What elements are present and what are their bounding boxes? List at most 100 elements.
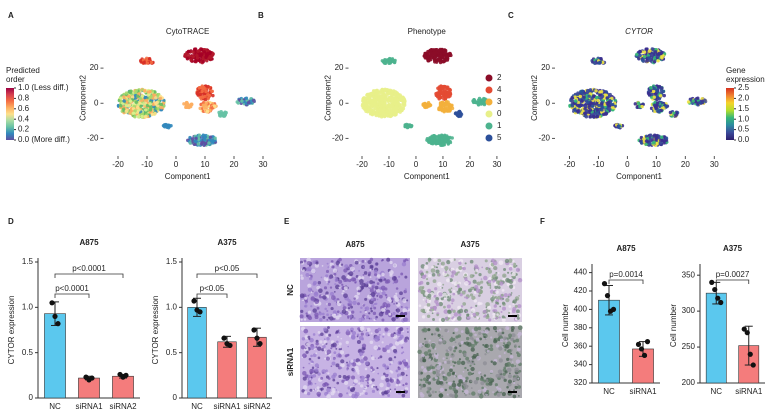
cell-texture — [464, 273, 467, 277]
cell-texture — [489, 370, 494, 374]
cell-texture — [508, 305, 512, 308]
cell-texture — [513, 262, 517, 266]
cell-texture — [338, 342, 342, 346]
legend-swatch — [485, 74, 493, 82]
x-tick-label: 0 — [414, 160, 419, 169]
cell-texture — [396, 378, 399, 382]
cell-texture — [338, 348, 341, 351]
cell-dot — [144, 98, 149, 103]
cell-texture — [489, 344, 493, 348]
cell-texture — [458, 349, 462, 354]
cell-texture — [517, 385, 522, 389]
cell-dot — [246, 101, 251, 105]
cell-texture — [367, 334, 370, 337]
cell-dot — [428, 139, 433, 144]
cell-dot — [595, 108, 599, 112]
cell-dot — [435, 141, 439, 146]
cell-texture — [517, 304, 522, 309]
cell-texture — [347, 316, 350, 319]
cell-dot — [143, 108, 148, 112]
cell-texture — [360, 384, 364, 388]
cell-texture — [439, 387, 445, 393]
cell-texture — [358, 382, 361, 385]
cell-texture — [441, 335, 444, 338]
significance-label: p<0.0001 — [55, 284, 89, 293]
cell-texture — [371, 389, 376, 393]
cell-dot — [364, 103, 368, 107]
data-point — [52, 313, 58, 319]
cell-texture — [431, 265, 435, 269]
cell-dot — [655, 135, 659, 139]
cell-texture — [501, 318, 506, 323]
cell-texture — [488, 318, 492, 322]
cell-texture — [465, 296, 469, 300]
cell-dot — [390, 57, 395, 61]
cell-texture — [334, 283, 337, 286]
cell-texture — [307, 380, 312, 385]
cell-texture — [466, 313, 470, 317]
cell-texture — [396, 339, 400, 342]
cell-dot — [433, 60, 437, 64]
cell-texture — [323, 340, 327, 344]
cell-dot — [580, 99, 584, 103]
cell-texture — [386, 296, 392, 302]
cell-texture — [444, 316, 448, 320]
cell-texture — [476, 316, 480, 320]
cell-dot — [599, 102, 604, 106]
cell-dot — [204, 101, 208, 105]
cell-texture — [387, 367, 389, 370]
cell-texture — [444, 265, 449, 271]
cell-dot — [235, 100, 239, 104]
cell-texture — [303, 318, 307, 321]
cell-texture — [492, 265, 498, 271]
cell-texture — [375, 278, 378, 281]
cell-dot — [383, 101, 387, 106]
cell-texture — [317, 346, 322, 351]
cell-dot — [592, 94, 596, 98]
cell-texture — [462, 302, 467, 306]
cell-texture — [430, 342, 436, 348]
cell-texture — [360, 332, 364, 336]
cell-dot — [447, 53, 452, 58]
cell-texture — [310, 345, 315, 350]
cell-texture — [507, 379, 513, 384]
cell-texture — [518, 294, 520, 297]
cell-texture — [302, 366, 305, 369]
cell-texture — [452, 380, 456, 383]
cell-texture — [375, 262, 379, 266]
cell-texture — [359, 325, 365, 331]
cell-texture — [326, 387, 331, 393]
cell-texture — [402, 361, 405, 364]
cell-dot — [660, 135, 664, 139]
cell-texture — [322, 295, 327, 300]
cell-dot — [193, 47, 198, 51]
cell-texture — [493, 392, 497, 396]
cell-texture — [307, 335, 311, 339]
cell-texture — [422, 327, 428, 333]
cell-texture — [309, 368, 314, 374]
cell-texture — [457, 305, 461, 310]
cell-texture — [394, 388, 397, 391]
cell-texture — [350, 274, 352, 276]
cell-texture — [401, 261, 407, 267]
cell-texture — [448, 385, 453, 390]
cell-texture — [395, 302, 398, 305]
cell-texture — [453, 361, 457, 364]
cell-texture — [403, 311, 408, 316]
data-point — [254, 335, 260, 341]
cell-texture — [370, 355, 373, 357]
cell-texture — [343, 293, 348, 299]
cell-texture — [491, 274, 496, 279]
cell-texture — [472, 353, 477, 358]
cell-dot — [207, 138, 212, 143]
cell-dot — [185, 101, 189, 106]
cell-texture — [340, 263, 344, 266]
cell-dot — [148, 95, 152, 100]
cell-texture — [481, 266, 484, 269]
cell-texture — [332, 265, 335, 268]
cell-texture — [402, 308, 408, 313]
cell-texture — [377, 372, 380, 375]
data-point — [191, 298, 197, 304]
cell-dot — [584, 115, 589, 119]
panel-label: F — [540, 217, 545, 226]
